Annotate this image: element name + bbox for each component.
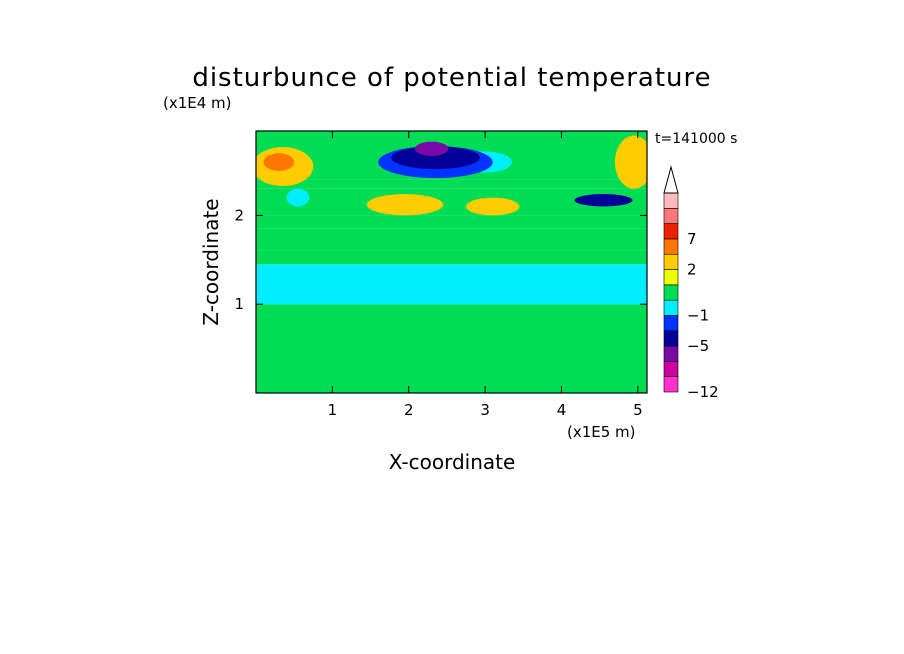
colorbar: −12−5−127: [663, 165, 719, 401]
colorbar-segment: [663, 269, 679, 286]
field-feature-2: [366, 194, 444, 216]
colorbar-segment: [663, 284, 679, 301]
colorbar-segment: [663, 345, 679, 362]
colorbar-label: −1: [687, 306, 709, 324]
field-feature-8: [391, 146, 480, 170]
x-tick-label: 3: [480, 401, 490, 419]
chart-title: disturbunce of potential temperature: [192, 63, 711, 93]
colorbar-segment: [663, 223, 679, 240]
x-tick-label: 2: [404, 401, 414, 419]
colorbar-segment: [663, 253, 679, 270]
field-feature-10: [574, 194, 633, 207]
time-label: t=141000 s: [655, 131, 737, 147]
field-feature-9: [414, 141, 449, 156]
colorbar-label: 2: [687, 261, 697, 279]
x-tick-label: 1: [328, 401, 338, 419]
field-feature-12: [401, 363, 463, 378]
colorbar-label: 7: [687, 230, 697, 248]
field-feature-11: [317, 344, 394, 362]
colorbar-segment: [663, 361, 679, 377]
colorbar-segment: [663, 315, 679, 332]
y-axis: 12: [234, 206, 647, 313]
colorbar-segment: [663, 192, 679, 209]
x-axis-title: X-coordinate: [389, 450, 516, 474]
colorbar-extend-arrow: [663, 165, 679, 194]
x-tick-label: 4: [557, 401, 567, 419]
y-unit-label: (x1E4 m): [163, 94, 232, 112]
y-axis-title: Z-coordinate: [199, 198, 223, 325]
field-band-3: [256, 250, 647, 265]
heatmap-field: [256, 131, 647, 393]
x-unit-label: (x1E5 m): [567, 423, 636, 441]
colorbar-label: −12: [687, 383, 719, 401]
x-axis: 1 2 3 4 5: [328, 131, 643, 419]
colorbar-segment: [663, 330, 679, 347]
y-tick-label: 2: [234, 206, 244, 224]
colorbar-segment: [663, 208, 679, 224]
plot-frame: [255, 130, 648, 394]
colorbar-segment: [663, 299, 679, 316]
x-tick-label: 5: [633, 401, 643, 419]
field-feature-6: [286, 188, 310, 207]
field-band-7: [256, 179, 647, 189]
colorbar-label: −5: [687, 337, 709, 355]
field-band-1: [256, 304, 647, 318]
field-band-2: [256, 264, 647, 305]
field-band-5: [256, 215, 647, 229]
field-band-4: [256, 228, 647, 251]
y-tick-label: 1: [234, 295, 244, 313]
colorbar-segment: [663, 238, 679, 255]
field-feature-4: [614, 135, 647, 189]
field-band-0: [256, 317, 647, 393]
field-feature-1: [263, 153, 295, 171]
colorbar-segment: [663, 376, 679, 393]
field-feature-3: [466, 197, 520, 216]
